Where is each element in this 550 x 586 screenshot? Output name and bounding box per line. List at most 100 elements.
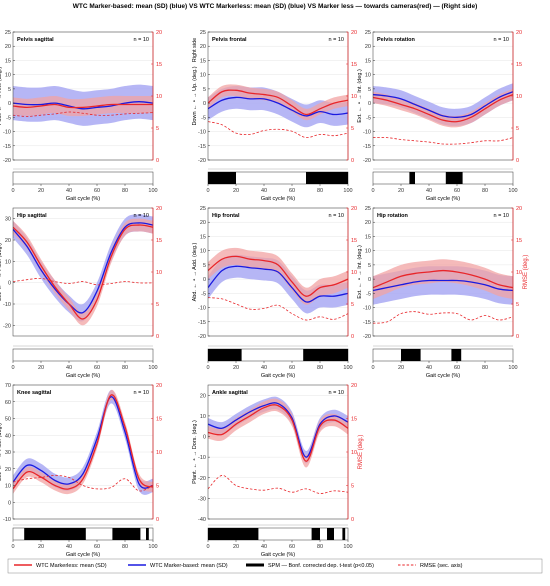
y-tick-label: 15 [365,58,371,64]
x-tick-label: 0 [206,188,209,194]
x-axis-label: Gait cycle (%) [426,373,460,379]
panel-n-label: n = 10 [494,37,509,43]
y2-tick-label: 5 [156,302,159,308]
x-tick-label: 20 [233,365,239,371]
plot-content [13,389,153,495]
y2-tick-label: 20 [351,206,357,212]
markerless-sd-band [13,218,153,326]
x-tick-label: 20 [233,544,239,550]
markerless-sd-band [373,88,513,128]
y-axis-label-side: Right side [192,38,198,62]
y2-tick-label: 0 [156,334,159,340]
y-tick-label: 0 [203,101,206,107]
legend-box [7,558,543,574]
y-tick-label: 25 [365,30,371,36]
y-tick-label: 15 [5,58,11,64]
y-tick-label: 15 [365,234,371,240]
x-tick-label: 0 [11,365,14,371]
y-tick-label: -40 [198,517,206,523]
x-tick-label: 0 [206,544,209,550]
panel-3: -20 -10 0 10 20 30 0 5 10 15 20 Hip sagittal n = 10 E… [0,206,162,379]
y-tick-label: -15 [363,320,371,326]
y-tick-label: 0 [8,281,11,287]
y2-tick-label: 5 [351,126,354,132]
panel-2: -20 -15 -10 -5 0 5 10 15 20 25 0 5 10 15 20 Pelvis rota… [357,30,522,202]
y-axis-label: Ext. ← ∘ → Int. (deg.) [357,69,363,123]
y-tick-label: 0 [368,277,371,283]
y-tick-label: 20 [5,467,11,473]
y2-tick-label: 5 [351,302,354,308]
y-tick-label: 10 [365,73,371,79]
y2-tick-label: 0 [351,158,354,164]
x-tick-label: 100 [148,365,157,371]
y-tick-label: -20 [3,323,11,329]
panel-5: -20 -15 -10 -5 0 5 10 15 20 25 0 5 10 15 20 Hip rotatio… [357,206,529,379]
y-tick-label: 25 [5,30,11,36]
y2-tick-label: 15 [156,62,162,68]
y2-tick-label: 15 [156,238,162,244]
x-tick-label: 20 [38,365,44,371]
panel-n-label: n = 10 [134,390,149,396]
spm-significance-bar [401,349,421,361]
markerless-sd-band [373,259,513,300]
rmse-line [13,277,153,286]
y-tick-label: -5 [6,115,11,121]
x-tick-label: 100 [148,188,157,194]
panel-n-label: n = 10 [329,390,344,396]
y-axis-label: Ext. ← ∘ → Flex. (deg.) [0,243,3,301]
markerbased-mean-line [208,265,348,303]
x-axis-label: Gait cycle (%) [66,552,100,558]
panel-4: -20 -15 -10 -5 0 5 10 15 20 25 0 5 10 15 20 Hip frontal… [192,206,357,379]
spm-significance-bar [409,172,415,184]
y-tick-label: -15 [198,320,206,326]
y-tick-label: 10 [5,259,11,265]
markerless-sd-band [208,84,348,121]
y-tick-label: 20 [5,238,11,244]
x-axis-label: Gait cycle (%) [261,373,295,379]
panel-n-label: n = 10 [329,37,344,43]
y-tick-label: 60 [5,400,11,406]
y-tick-label: -15 [3,144,11,150]
x-tick-label: 80 [482,188,488,194]
rmse-line [13,111,153,117]
x-tick-label: 60 [454,188,460,194]
x-tick-label: 0 [371,365,374,371]
x-tick-label: 0 [371,188,374,194]
y-tick-label: 5 [368,263,371,269]
y-tick-label: 20 [5,44,11,50]
x-tick-label: 100 [343,365,352,371]
x-tick-label: 80 [122,365,128,371]
y-tick-label: 10 [200,73,206,79]
y-tick-label: 0 [368,101,371,107]
spm-significance-bar [342,528,346,540]
markerless-mean-line [13,224,153,320]
x-tick-label: 100 [148,544,157,550]
rmse-line [373,137,513,145]
y2-tick-label: 20 [351,30,357,36]
y-tick-label: 0 [203,277,206,283]
y2-axis-label: RMSE (deg.) [523,255,529,290]
y-axis-label: Down ← ∘ → Up. (deg.) [192,66,198,125]
y-tick-label: 0 [8,500,11,506]
y-tick-label: -10 [198,130,206,136]
y-tick-label: -15 [198,144,206,150]
spm-significance-bar [303,349,348,361]
y-tick-label: 0 [203,435,206,441]
y2-tick-label: 20 [516,206,522,212]
panel-title: Hip rotation [377,213,408,219]
y-tick-label: 0 [8,101,11,107]
markerbased-mean-line [208,402,348,458]
y-tick-label: 25 [365,206,371,212]
y-tick-label: -20 [198,476,206,482]
y-tick-label: -5 [201,115,206,121]
y2-tick-label: 20 [156,383,162,389]
spm-significance-bar [112,528,141,540]
panel-title: Hip frontal [212,213,240,219]
y-tick-label: 5 [368,87,371,93]
y2-tick-label: 10 [351,94,357,100]
spm-significance-bar [208,172,236,184]
y-tick-label: 40 [5,433,11,439]
rmse-line [208,297,348,321]
markerbased-mean-line [13,222,153,314]
y-tick-label: -10 [198,306,206,312]
